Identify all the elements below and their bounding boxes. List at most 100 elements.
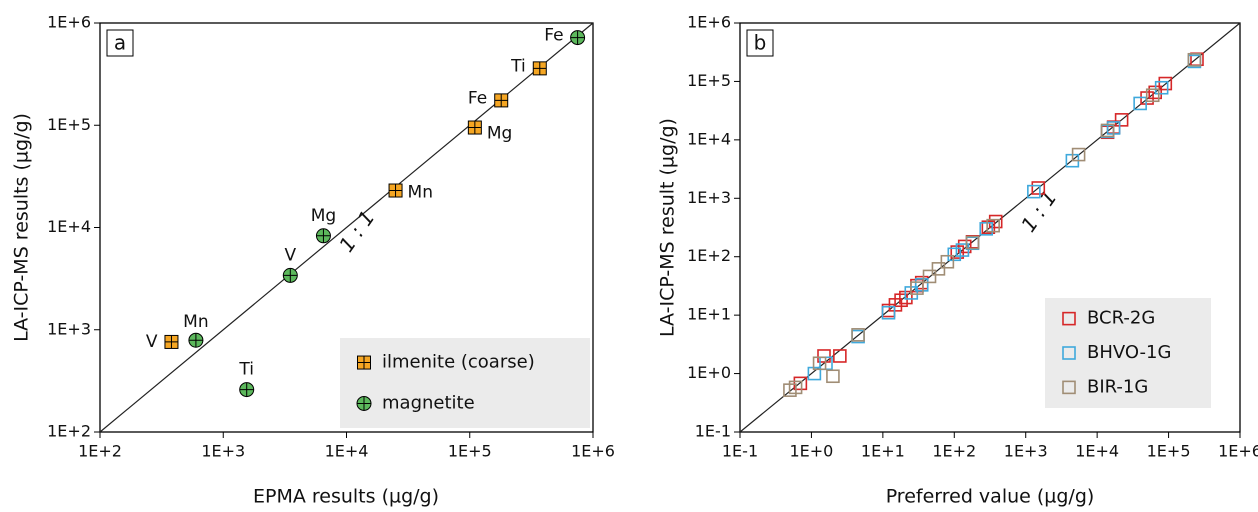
panel-label: a [114,31,126,55]
x-tick-label: 1E+3 [201,442,245,461]
panel-label-box [746,29,774,57]
point [986,218,1000,233]
y-tick-label: 1E+6 [687,13,731,32]
point [957,239,972,254]
x-tick-label: 1E+1 [861,442,905,461]
point [1187,52,1202,67]
y-tick-label: 1E+2 [47,422,91,441]
panel-label: b [754,31,767,55]
x-tick-label: 1E-1 [722,442,758,461]
point-label: Mn [408,183,433,203]
legend-label: magnetite [382,392,475,413]
point-label: V [284,245,296,265]
point [1027,184,1041,199]
legend-marker [1062,346,1076,360]
point [1071,147,1086,162]
y-tick-label: 1E+2 [687,246,731,265]
x-tick-label: 1E+6 [1218,442,1258,461]
x-tick-label: 1E+2 [932,442,976,461]
x-axis-title: Preferred value (µg/g) [886,486,1095,508]
y-tick-label: 1E+4 [687,129,731,148]
y-axis-title: LA-ICP-MS results (µg/g) [11,113,33,342]
y-tick-label: 1E+0 [687,363,731,382]
x-tick-label: 1E+2 [78,442,122,461]
y-tick-label: 1E+1 [687,305,731,324]
point [922,269,937,284]
y-axis-title: LA-ICP-MS result (µg/g) [657,118,679,337]
x-tick-label: 1E+4 [1075,442,1119,461]
point-cross [533,61,547,75]
point-cross [316,228,331,243]
point [1154,80,1169,95]
point [955,243,970,257]
point [1100,123,1115,138]
legend-box [340,338,590,428]
point [931,262,946,276]
legend-label: BCR-2G [1087,308,1155,329]
legend-label: ilmenite (coarse) [382,352,535,373]
point [851,328,865,342]
point-label: Mg [311,206,336,226]
x-tick-label: 1E+6 [571,442,615,461]
y-tick-label: 1E+3 [47,319,91,338]
point-cross [239,382,254,397]
point-label: Ti [238,360,254,380]
point [826,369,840,384]
point [881,305,896,320]
legend-marker [1062,380,1076,395]
point-label: Fe [544,26,563,46]
x-axis-title: EPMA results (µg/g) [253,486,439,508]
y-tick-label: 1E+5 [47,115,91,134]
x-tick-label: 1E+0 [789,442,833,461]
point [1158,76,1173,91]
legend-box [1045,298,1211,408]
point [807,366,822,381]
point [788,380,803,395]
point [833,349,847,363]
point [817,349,831,363]
annotation: 1 : 1 [334,206,379,257]
one-to-one-line [99,22,594,433]
x-tick-label: 1E+4 [325,442,369,461]
point [1031,181,1046,195]
x-tick-label: 1E+3 [1004,442,1048,461]
y-tick-label: 1E+5 [687,71,731,90]
y-tick-label: 1E+4 [47,217,91,236]
panel-label-box [106,29,134,57]
point-cross [468,121,482,135]
point [894,293,908,308]
x-tick-label: 1E+5 [448,442,492,461]
point-label: Fe [468,88,487,108]
y-tick-label: 1E-1 [695,422,731,441]
point [812,356,827,371]
y-tick-label: 1E+6 [47,13,91,32]
point [979,222,994,236]
x-tick-label: 1E+5 [1147,442,1191,461]
point-cross [357,396,371,411]
point [988,214,1003,229]
point [793,376,808,391]
point [1145,88,1160,103]
point-label: V [146,332,158,352]
point-cross [164,335,178,349]
legend-label: BIR-1G [1087,376,1148,397]
point [910,281,924,295]
point-cross [188,333,203,348]
point-cross [283,268,298,283]
point [947,247,962,262]
point-label: Ti [510,56,526,76]
legend-label: BHVO-1G [1087,342,1171,363]
point [1133,96,1147,111]
point-cross [570,30,585,45]
point [965,235,980,250]
point-label: Mn [183,312,208,332]
y-tick-label: 1E+3 [687,188,731,207]
point-cross [357,356,371,370]
point-cross [494,93,508,107]
point [914,278,929,292]
plot-frame [739,22,1241,433]
point-label: Mg [487,124,512,144]
point-cross [389,184,403,198]
point [1114,113,1129,127]
